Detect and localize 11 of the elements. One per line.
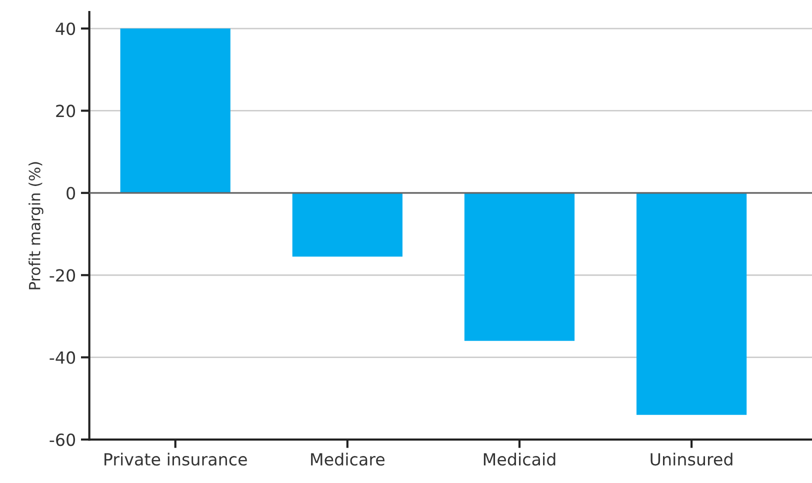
y-tick-label: -60: [50, 433, 76, 446]
y-axis-title: Profit margin (%): [28, 162, 44, 290]
y-tick-label: 20: [56, 104, 76, 118]
y-tick-label: -40: [50, 351, 76, 364]
x-tick-label: Medicare: [311, 452, 385, 466]
x-tick-label: Private insurance: [104, 452, 247, 466]
x-tick-label: Uninsured: [650, 452, 732, 466]
y-tick-label: -20: [50, 269, 76, 282]
x-tick-label: Medicaid: [484, 452, 556, 466]
y-tick-label: 40: [56, 22, 76, 36]
y-tick-label: 0: [66, 186, 76, 200]
